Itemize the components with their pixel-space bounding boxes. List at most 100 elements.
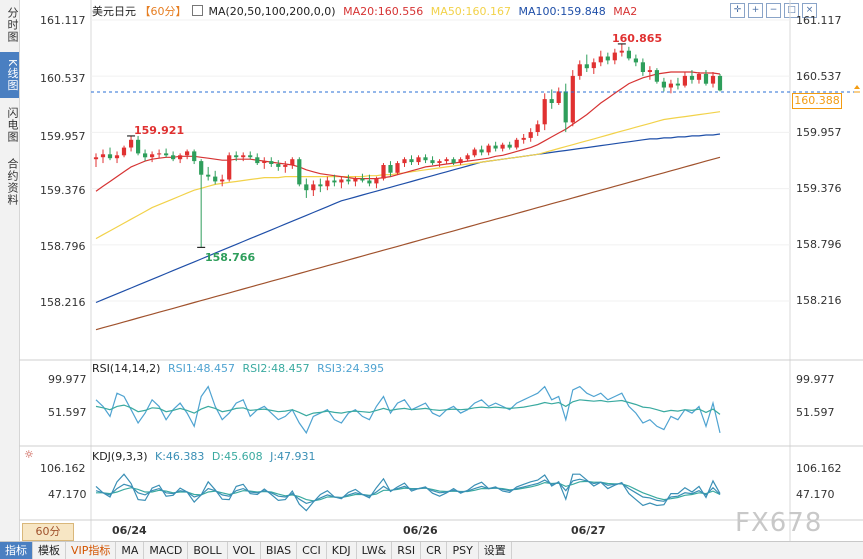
candle-body — [472, 149, 477, 156]
swing-high-label: 159.921 — [134, 124, 185, 137]
zoom-out-icon[interactable]: − — [766, 3, 781, 18]
candle-body — [269, 161, 274, 164]
ma200-line — [95, 156, 721, 331]
candle-body — [206, 174, 211, 177]
candle-body — [164, 153, 169, 156]
annotations — [127, 43, 626, 248]
tab-vip-indicators[interactable]: VIP指标 — [66, 542, 117, 559]
candle-body — [360, 178, 365, 181]
rsi1-value: RSI1:48.457 — [167, 362, 236, 375]
high-label: 160.865 — [612, 32, 663, 45]
tab-cr[interactable]: CR — [421, 542, 448, 559]
close-icon[interactable]: × — [802, 3, 817, 18]
candle-body — [605, 56, 610, 61]
side-tab-contract[interactable]: 合约资料 — [6, 158, 19, 206]
ma100-value: MA100:159.848 — [518, 5, 606, 18]
candle-body — [444, 159, 449, 162]
ma50-value: MA50:160.167 — [430, 5, 512, 18]
candle-body — [93, 157, 99, 160]
low-label: 158.766 — [205, 251, 256, 264]
tab-settings[interactable]: 设置 — [479, 542, 512, 559]
candle-body — [150, 154, 155, 158]
candle-body — [437, 161, 442, 163]
tab-rsi[interactable]: RSI — [392, 542, 422, 559]
candle-body — [493, 145, 498, 149]
y-tick-left-4: 158.796 — [40, 240, 86, 253]
moving-average-lines — [95, 71, 721, 331]
tab-vol[interactable]: VOL — [228, 542, 261, 559]
candle-body — [486, 145, 491, 153]
candle-body — [171, 155, 176, 160]
candle-body — [114, 155, 120, 159]
ma-params: MA(20,50,100,200,0,0) — [208, 5, 336, 18]
side-tab-flash[interactable]: 闪电图 — [6, 107, 19, 143]
fullscreen-icon[interactable]: □ — [784, 3, 799, 18]
ma20-value: MA20:160.556 — [343, 5, 424, 18]
kdj-d-value: D:45.608 — [211, 450, 263, 463]
candle-body — [143, 153, 148, 158]
kdj-k-value: K:46.383 — [155, 450, 205, 463]
candle-body — [535, 124, 540, 132]
kdj-settings-icon[interactable]: ☼ — [24, 448, 34, 461]
x-date-0: 06/24 — [112, 524, 147, 537]
rsi2-value: RSI2:48.457 — [242, 362, 310, 375]
y-tick-right-1: 160.537 — [796, 70, 842, 83]
candle-body — [675, 83, 680, 86]
candle-body — [584, 64, 589, 69]
ma100-line — [95, 133, 721, 304]
tab-templates[interactable]: 模板 — [33, 542, 66, 559]
tab-indicators[interactable]: 指标 — [0, 542, 33, 559]
y-tick-left-2: 159.957 — [40, 130, 86, 143]
candle-body — [311, 184, 316, 191]
candle-body — [514, 139, 519, 148]
tab-lw[interactable]: LW& — [357, 542, 393, 559]
x-date-2: 06/27 — [571, 524, 606, 537]
rsi1-line — [95, 385, 721, 435]
chart-toolbar: ✛ + − □ × — [730, 2, 820, 18]
candle-body — [409, 159, 414, 163]
tab-boll[interactable]: BOLL — [188, 542, 228, 559]
candle-body — [241, 155, 246, 158]
ma-settings-icon[interactable] — [192, 5, 203, 16]
x-date-1: 06/26 — [403, 524, 438, 537]
candle-body — [100, 154, 106, 158]
tab-ma[interactable]: MA — [116, 542, 145, 559]
tab-bias[interactable]: BIAS — [261, 542, 298, 559]
kdj-j-value: J:47.931 — [270, 450, 316, 463]
candle-body — [318, 184, 323, 187]
y-tick-right-0: 161.117 — [796, 14, 842, 27]
candle-body — [381, 165, 386, 179]
candle-body — [304, 184, 309, 191]
y-tick-right-5: 158.216 — [796, 294, 842, 307]
indicator-toolbar: 指标 模板 VIP指标 MA MACD BOLL VOL BIAS CCI KDJ LW& RSI CR… — [0, 541, 863, 559]
candle-body — [388, 165, 393, 173]
candle-body — [577, 64, 582, 76]
candles — [93, 43, 723, 248]
candle-body — [661, 81, 666, 88]
candle-body — [395, 163, 400, 173]
candle-body — [717, 75, 723, 91]
grid-main — [91, 19, 790, 302]
price-arrow-icon — [854, 85, 860, 89]
rsi-legend: RSI(14,14,2) RSI1:48.457 RSI2:48.457 RSI… — [92, 362, 384, 375]
tab-psy[interactable]: PSY — [447, 542, 479, 559]
y-tick-right-4: 158.796 — [796, 238, 842, 251]
side-tab-timeline[interactable]: 分时图 — [6, 7, 19, 43]
candle-body — [121, 147, 127, 156]
side-tab-kline[interactable]: K线图 — [0, 52, 19, 98]
tab-macd[interactable]: MACD — [144, 542, 189, 559]
period-selector[interactable]: 60分 — [22, 523, 74, 541]
zoom-in-icon[interactable]: + — [748, 3, 763, 18]
candle-body — [199, 161, 204, 175]
kdj-d-line — [96, 480, 721, 502]
rsi-tick-right-0: 99.977 — [796, 373, 835, 386]
tab-kdj[interactable]: KDJ — [327, 542, 357, 559]
candle-body — [346, 179, 351, 182]
candle-body — [703, 74, 709, 84]
kdj-tick-right-0: 106.162 — [796, 462, 842, 475]
kdj-legend: KDJ(9,3,3) K:46.383 D:45.608 J:47.931 — [92, 450, 316, 463]
tab-cci[interactable]: CCI — [297, 542, 327, 559]
crosshair-icon[interactable]: ✛ — [730, 3, 745, 18]
kdj-k-line — [95, 478, 721, 505]
